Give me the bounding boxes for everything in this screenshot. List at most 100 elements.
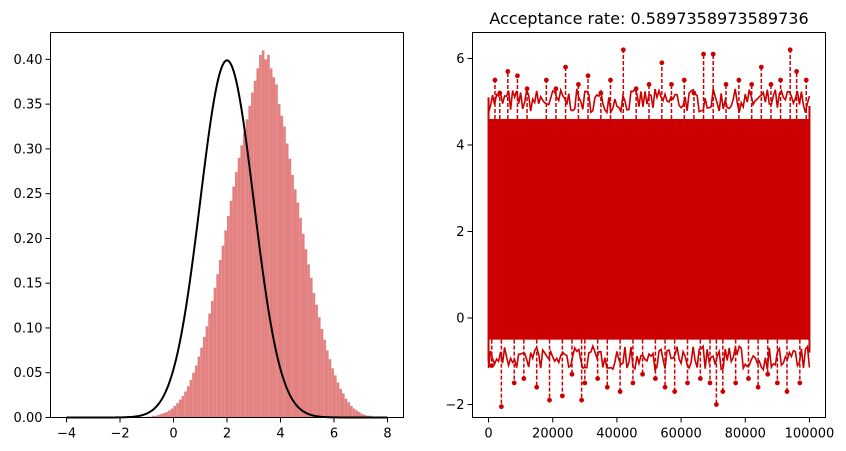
histogram-bar <box>229 200 233 418</box>
histogram-bar <box>261 50 265 418</box>
trace-point <box>569 371 575 377</box>
histogram-bar <box>355 410 359 418</box>
y-tick-label: 0.25 <box>14 187 43 202</box>
trace-point <box>794 69 800 74</box>
trace-point <box>736 77 742 83</box>
histogram-bar <box>240 145 244 418</box>
histogram-bar <box>237 157 241 418</box>
trace-point <box>547 397 552 403</box>
histogram-bar <box>170 408 174 418</box>
x-tick-label: 80000 <box>725 427 766 442</box>
y-tick-label: 0.00 <box>14 411 43 426</box>
trace-point <box>768 82 774 87</box>
histogram-bar <box>280 115 284 418</box>
histogram-bar <box>267 54 270 418</box>
trace-point <box>630 380 636 386</box>
histogram-bar <box>224 230 227 418</box>
histogram-bar <box>309 277 313 418</box>
histogram-bar <box>197 356 201 418</box>
trace-axes-frame <box>472 32 826 418</box>
histogram-bar <box>154 415 158 418</box>
histogram-bar <box>194 365 198 418</box>
trace-point <box>646 82 652 87</box>
x-tick-label: 20000 <box>532 427 573 442</box>
histogram-bar <box>162 413 166 418</box>
trace-point <box>492 77 498 83</box>
histogram-bar <box>208 313 211 418</box>
trace-upper-fringe <box>487 87 811 120</box>
histogram-bar <box>243 132 246 418</box>
trace-point <box>669 82 674 87</box>
histogram-bar <box>259 54 262 418</box>
trace-point <box>559 393 565 399</box>
histogram-bar <box>320 328 324 418</box>
y-tick-label: 0.20 <box>14 232 43 247</box>
histogram-bar <box>186 386 190 418</box>
histogram-bar <box>328 359 332 418</box>
histogram-bar <box>269 68 273 418</box>
histogram-bar <box>331 368 334 418</box>
x-tick-label: −2 <box>110 427 129 442</box>
histogram-x-axis: −4 −2 0 2 4 6 8 <box>57 417 392 442</box>
x-tick-label: 2 <box>223 427 231 442</box>
y-tick-label: 0.10 <box>14 321 43 336</box>
trace-point <box>582 380 588 386</box>
histogram-bar <box>218 259 222 418</box>
x-tick-label: 40000 <box>596 427 637 442</box>
histogram-bar <box>192 372 195 418</box>
trace-title: Acceptance rate: 0.5897358973589736 <box>489 9 808 28</box>
histogram-bar <box>181 396 185 418</box>
y-tick-label: −2 <box>445 398 464 413</box>
histogram-bar <box>325 350 329 418</box>
trace-point <box>749 82 755 87</box>
trace-plot-area <box>487 47 811 410</box>
trace-point <box>553 86 559 92</box>
histogram-bar <box>235 172 238 418</box>
trace-point <box>713 402 719 407</box>
trace-point <box>662 384 668 390</box>
histogram-bar <box>315 304 318 418</box>
histogram-bar <box>216 274 219 418</box>
trace-point <box>585 73 591 79</box>
histogram-bar <box>152 415 155 418</box>
trace-point <box>563 64 568 70</box>
histogram-bar <box>253 80 257 418</box>
histogram-bar <box>336 382 340 418</box>
trace-point <box>765 371 771 377</box>
histogram-panel: −4 −2 0 2 4 6 8 0.000.050.100.150.200.250.300.… <box>14 32 404 442</box>
y-tick-label: 2 <box>456 225 464 240</box>
trace-point <box>489 363 495 368</box>
histogram-bar <box>288 158 292 418</box>
x-tick-label: 8 <box>383 427 391 442</box>
trace-point <box>576 82 581 87</box>
histogram-bar <box>283 126 286 418</box>
x-tick-label: 0 <box>484 427 492 442</box>
histogram-bar <box>363 414 367 418</box>
histogram-bar <box>245 119 249 418</box>
trace-point <box>746 376 751 381</box>
histogram-bar <box>251 92 254 418</box>
trace-excursions <box>489 47 809 410</box>
trace-point <box>758 64 764 70</box>
trace-point <box>691 90 697 96</box>
histogram-bar <box>323 339 326 418</box>
histogram-bar <box>264 59 268 418</box>
trace-point <box>579 397 585 403</box>
histogram-bar <box>277 104 281 418</box>
x-tick-label: 6 <box>330 427 338 442</box>
trace-point <box>787 47 793 53</box>
histogram-bar <box>168 410 171 418</box>
histogram-bar <box>173 405 177 418</box>
trace-point <box>720 389 726 394</box>
histogram-bar <box>256 68 260 418</box>
trace-point <box>672 389 678 394</box>
trace-point <box>733 380 739 386</box>
histogram-bar <box>213 287 217 418</box>
trace-point <box>543 77 549 83</box>
histogram-bar <box>299 217 302 418</box>
trace-point <box>498 404 504 410</box>
histogram-bar <box>304 249 308 418</box>
trace-point <box>604 384 610 390</box>
histogram-bar <box>358 412 361 418</box>
